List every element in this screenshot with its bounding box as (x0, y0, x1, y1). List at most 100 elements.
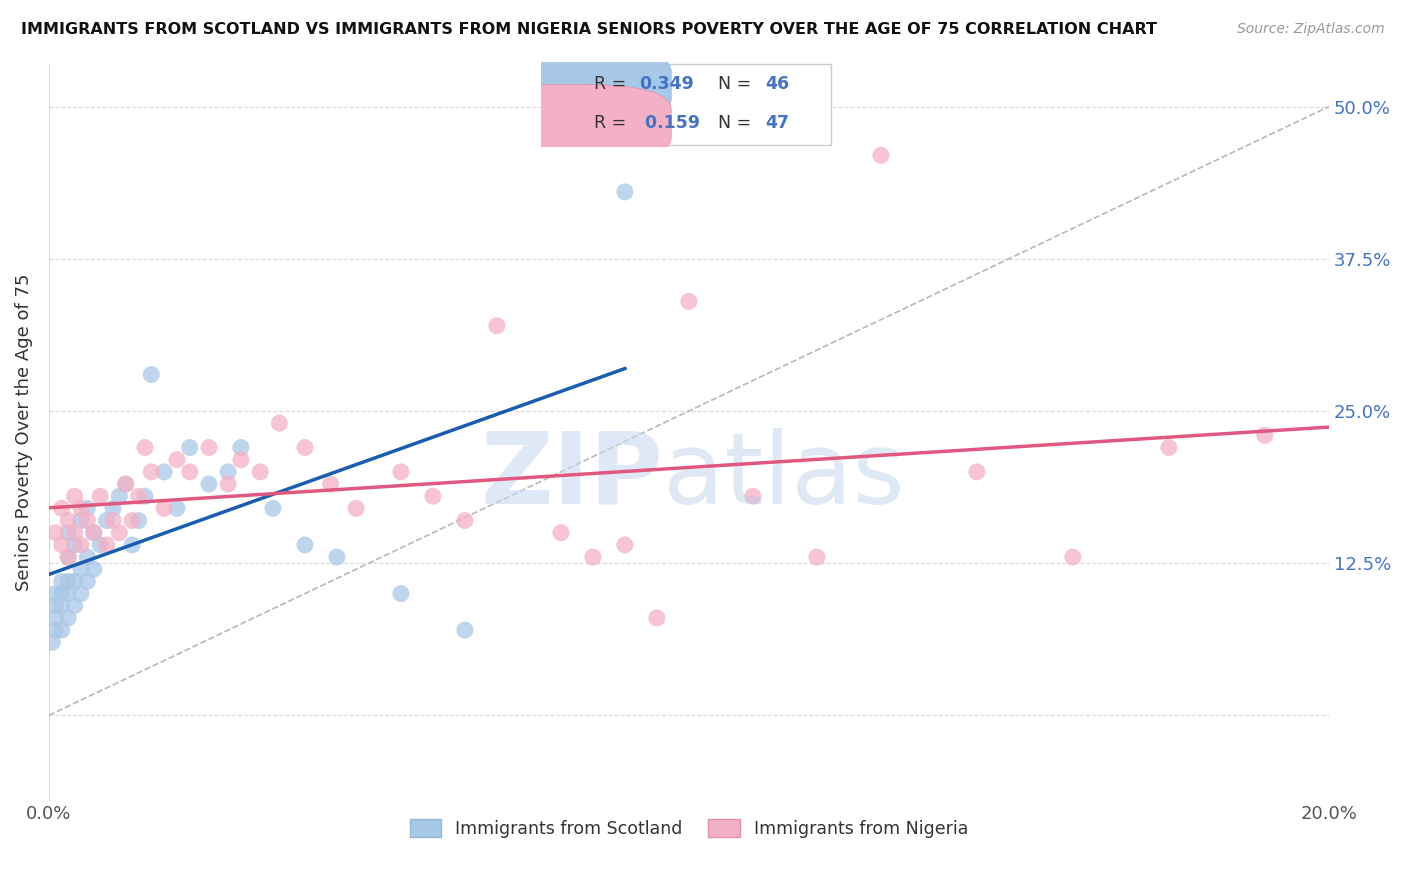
Point (70, 514, 93, 528)
Text: 46: 46 (766, 76, 790, 94)
Y-axis label: Seniors Poverty Over the Age of 75: Seniors Poverty Over the Age of 75 (15, 274, 32, 591)
Text: R =: R = (595, 76, 633, 94)
Point (56, 586, 79, 600)
Point (56, 550, 79, 565)
Point (678, 294, 700, 309)
Point (56, 525, 79, 540)
Point (101, 501, 124, 516)
Point (198, 441, 221, 455)
Point (645, 611, 668, 625)
Point (96, 514, 118, 528)
Point (114, 477, 136, 491)
Point (76, 574, 98, 589)
Point (44, 599, 66, 613)
Text: N =: N = (718, 113, 758, 132)
Text: R =: R = (595, 113, 633, 132)
Point (44, 623, 66, 637)
Point (389, 586, 412, 600)
Point (70, 501, 93, 516)
Point (63, 538, 86, 552)
Point (56, 574, 79, 589)
Point (83, 525, 105, 540)
Point (56, 611, 79, 625)
Text: atlas: atlas (664, 428, 905, 525)
Text: 0.349: 0.349 (638, 76, 693, 94)
Point (153, 465, 176, 479)
Point (179, 441, 201, 455)
FancyBboxPatch shape (464, 46, 671, 124)
Point (63, 525, 86, 540)
Point (44, 611, 66, 625)
Point (76, 550, 98, 565)
Point (63, 574, 86, 589)
Point (422, 489, 444, 503)
Point (121, 538, 143, 552)
Point (294, 441, 316, 455)
Point (63, 599, 86, 613)
Point (96, 538, 118, 552)
Point (166, 501, 188, 516)
Point (319, 477, 342, 491)
Point (56, 514, 79, 528)
Text: 0.159: 0.159 (638, 113, 700, 132)
Text: 47: 47 (766, 113, 790, 132)
Text: IMMIGRANTS FROM SCOTLAND VS IMMIGRANTS FROM NIGERIA SENIORS POVERTY OVER THE AGE: IMMIGRANTS FROM SCOTLAND VS IMMIGRANTS F… (21, 22, 1157, 37)
Point (153, 501, 176, 516)
Point (121, 514, 143, 528)
Point (179, 465, 201, 479)
Point (454, 623, 477, 637)
Point (1062, 550, 1084, 565)
Point (89, 489, 111, 503)
Point (869, 148, 891, 162)
Point (51, 586, 73, 600)
Point (229, 441, 252, 455)
Point (806, 550, 828, 565)
Point (51, 501, 73, 516)
Point (262, 501, 284, 516)
Point (41, 635, 63, 649)
Text: ZIP: ZIP (481, 428, 664, 525)
Point (51, 599, 73, 613)
Point (217, 465, 239, 479)
Point (134, 489, 156, 503)
Point (249, 465, 271, 479)
Point (389, 465, 412, 479)
Point (83, 562, 105, 576)
Point (70, 538, 93, 552)
Point (134, 441, 156, 455)
Point (83, 525, 105, 540)
Point (294, 538, 316, 552)
Point (76, 501, 98, 516)
Point (89, 538, 111, 552)
Point (128, 514, 150, 528)
FancyBboxPatch shape (464, 85, 671, 162)
Point (344, 501, 367, 516)
Point (51, 623, 73, 637)
Point (454, 514, 477, 528)
Point (326, 550, 349, 565)
Point (128, 489, 150, 503)
Point (269, 416, 291, 430)
Point (141, 465, 163, 479)
Point (485, 318, 508, 333)
Point (44, 525, 66, 540)
Point (966, 465, 988, 479)
Point (114, 477, 136, 491)
Point (741, 489, 763, 503)
Point (70, 586, 93, 600)
Point (229, 452, 252, 467)
Point (76, 514, 98, 528)
Point (166, 452, 188, 467)
Point (63, 489, 86, 503)
Point (108, 525, 131, 540)
Point (1254, 428, 1277, 442)
Point (56, 550, 79, 565)
Point (141, 368, 163, 382)
Point (51, 538, 73, 552)
Text: N =: N = (718, 76, 758, 94)
Point (44, 586, 66, 600)
Point (51, 574, 73, 589)
Text: Source: ZipAtlas.com: Source: ZipAtlas.com (1237, 22, 1385, 37)
Point (198, 477, 221, 491)
Point (613, 538, 636, 552)
